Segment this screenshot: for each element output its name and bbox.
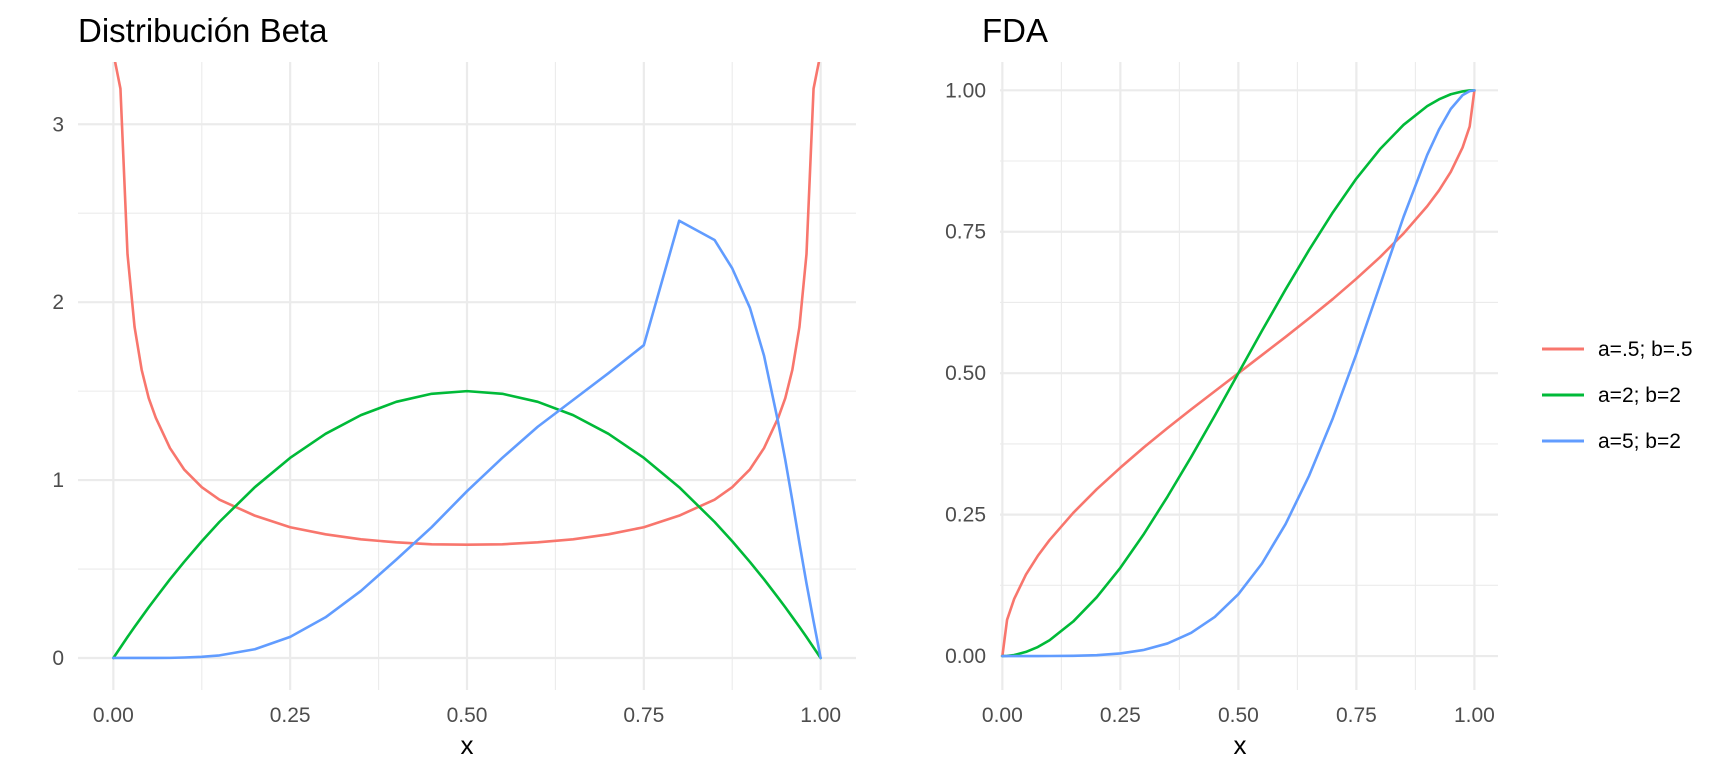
cdf-x-axis-title: x: [1234, 730, 1247, 760]
cdf-x-tick-label: 1.00: [1454, 704, 1495, 727]
cdf-x-tick-label: 0.00: [982, 704, 1023, 727]
density-panel: Distribución Beta 0.00 0.25 0.50 0.75 1.00 0 1…: [52, 12, 856, 760]
cdf-grid: [1000, 62, 1498, 690]
density-series-line-3: [112, 219, 822, 660]
density-tick-labels: 0.00 0.25 0.50 0.75 1.00 0 1 2 3: [52, 113, 841, 727]
cdf-series-line-2: [1001, 88, 1476, 658]
cdf-tick-labels: 0.00 0.25 0.50 0.75 1.00 0.00 0.25 0.50 0.75 1.00: [945, 79, 1495, 727]
density-y-tick-label: 3: [52, 113, 64, 136]
cdf-y-tick-label: 0.50: [945, 362, 986, 385]
cdf-chart-title: FDA: [982, 12, 1048, 49]
density-chart-title: Distribución Beta: [78, 12, 328, 49]
cdf-x-tick-label: 0.75: [1336, 704, 1377, 727]
legend: a=.5; b=.5 a=2; b=2 a=5; b=2: [1542, 338, 1693, 453]
cdf-y-tick-label: 1.00: [945, 79, 986, 102]
density-grid: [78, 62, 856, 690]
density-x-axis-title: x: [461, 730, 474, 760]
density-x-tick-label: 0.25: [270, 704, 311, 727]
density-y-tick-label: 0: [52, 647, 64, 670]
cdf-panel: FDA 0.00 0.25 0.50 0.75 1.00 0.00 0.25 0.50 0.75…: [945, 12, 1498, 760]
legend-label-2: a=2; b=2: [1598, 384, 1681, 407]
density-x-tick-label: 0.00: [93, 704, 134, 727]
legend-label-1: a=.5; b=.5: [1598, 338, 1693, 361]
cdf-y-tick-label: 0.75: [945, 221, 986, 244]
density-x-tick-label: 1.00: [800, 704, 841, 727]
density-y-tick-label: 2: [52, 291, 64, 314]
cdf-series-lines: [1001, 88, 1476, 658]
cdf-y-tick-label: 0.00: [945, 645, 986, 668]
density-y-tick-label: 1: [52, 469, 64, 492]
density-series-lines: [112, 62, 822, 660]
cdf-x-tick-label: 0.25: [1100, 704, 1141, 727]
density-series-line-1: [113, 62, 821, 546]
legend-label-3: a=5; b=2: [1598, 430, 1681, 453]
cdf-y-tick-label: 0.25: [945, 504, 986, 527]
density-x-tick-label: 0.50: [447, 704, 488, 727]
density-series-line-2: [112, 389, 822, 660]
cdf-series-line-3: [1001, 88, 1476, 658]
cdf-x-tick-label: 0.50: [1218, 704, 1259, 727]
density-x-tick-label: 0.75: [623, 704, 664, 727]
